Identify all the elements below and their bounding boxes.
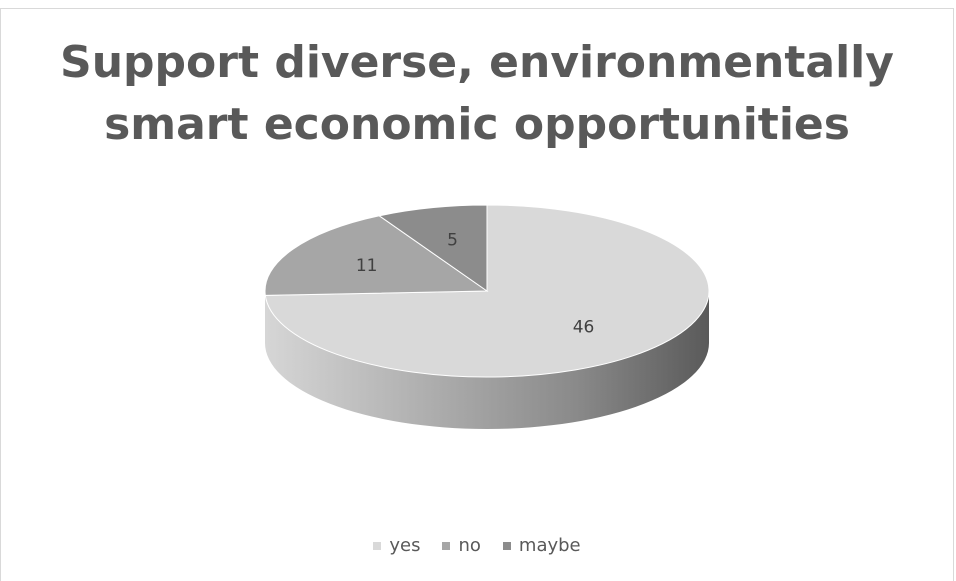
chart-title: Support diverse, environmentally smart e…: [0, 32, 954, 156]
chart-legend: yes no maybe: [0, 535, 954, 556]
pie-data-labels: 46 11 5: [356, 230, 595, 337]
pie-side-wall: [265, 291, 709, 429]
legend-swatch-maybe: [502, 541, 511, 550]
pie-slice-maybe: [378, 204, 488, 292]
data-label-yes: 46: [573, 318, 595, 338]
legend-label-maybe: maybe: [518, 535, 581, 556]
pie-slices: [264, 204, 710, 378]
chart-title-line-2: smart economic opportunities: [104, 99, 850, 150]
pie-slice-no: [264, 215, 489, 296]
chart-title-line-1: Support diverse, environmentally: [60, 37, 894, 88]
pie-side-walls: [265, 291, 709, 429]
legend-entry-yes: yes: [373, 535, 420, 556]
legend-label-no: no: [458, 535, 481, 556]
data-label-maybe: 5: [447, 230, 458, 250]
data-label-no: 11: [356, 256, 378, 276]
legend-swatch-yes: [373, 541, 382, 550]
legend-entry-maybe: maybe: [502, 535, 581, 556]
legend-label-yes: yes: [389, 535, 421, 556]
legend-entry-no: no: [442, 535, 481, 556]
legend-swatch-no: [442, 541, 451, 550]
